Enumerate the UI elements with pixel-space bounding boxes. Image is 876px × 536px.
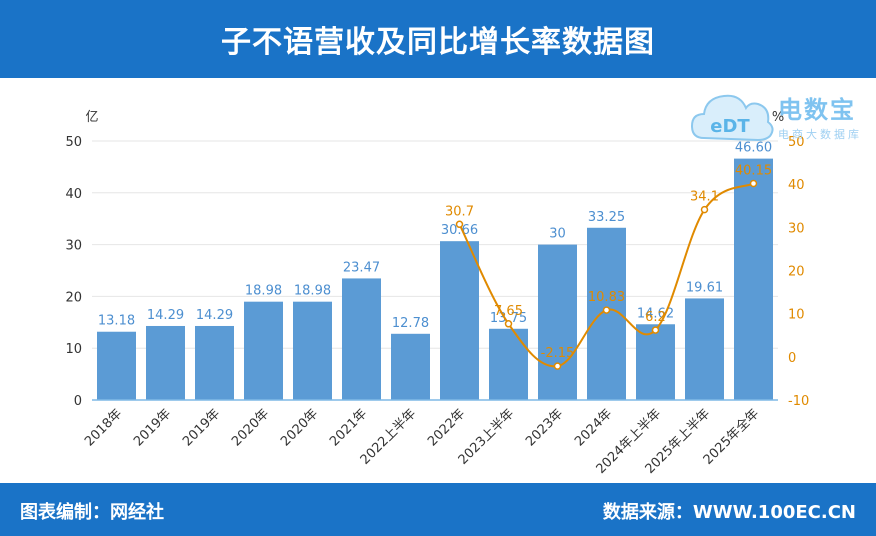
- x-tick-label: 2018年: [82, 406, 125, 449]
- x-tick-label: 2020年: [229, 406, 272, 449]
- bar-value-label: 13.75: [490, 311, 527, 326]
- bar: [195, 325, 234, 400]
- y-left-tick-label: 10: [65, 342, 82, 357]
- bar: [146, 325, 185, 400]
- bar: [97, 331, 136, 400]
- line-series: 30.7 7.65 -2.15 10.83 6.2 34.1 40.15: [445, 164, 772, 370]
- y-left-tick-label: 20: [65, 290, 82, 305]
- y-right-tick-label: -10: [788, 394, 809, 409]
- page-title: 子不语营收及同比增长率数据图: [221, 25, 655, 60]
- logo-subtitle: 电商大数据库: [778, 128, 862, 141]
- growth-point: [700, 205, 709, 214]
- bar: [440, 241, 479, 400]
- bar: [636, 324, 675, 400]
- bar-value-label: 30: [549, 227, 566, 242]
- bar: [244, 301, 283, 400]
- bar: [685, 298, 724, 400]
- y-left-tick-label: 30: [65, 239, 82, 254]
- y-right-tick-label: 40: [788, 178, 805, 193]
- bar: [391, 333, 430, 400]
- bar-series: 13.18 14.29 14.29 18.98 18.98 23.47 12.78 30.66…: [97, 141, 773, 400]
- bar-value-label: 19.61: [686, 280, 723, 295]
- chart-credit: 图表编制：网经社: [20, 502, 164, 523]
- y-right-tick-label: 30: [788, 221, 805, 236]
- bar-value-label: 46.60: [735, 141, 772, 156]
- growth-point: [455, 220, 464, 229]
- data-source: 数据来源：WWW.100EC.CN: [602, 502, 856, 523]
- y-right-tick-label: 0: [788, 351, 796, 366]
- bar: [342, 278, 381, 400]
- y-left-axis-unit: 亿: [85, 110, 98, 125]
- growth-point: [651, 326, 660, 334]
- x-tick-label: 2023年: [523, 406, 566, 449]
- growth-point: [553, 362, 562, 370]
- x-tick-label: 2020年: [278, 406, 321, 449]
- bar-value-label: 12.78: [392, 316, 429, 331]
- revenue-chart: 13.18 14.29 14.29 18.98 18.98 23.47 12.78 30.66…: [65, 110, 809, 477]
- bar-value-label: 13.18: [98, 314, 135, 329]
- x-tick-label: 2019年: [131, 406, 174, 449]
- logo-watermark: eDT 电数宝 电商大数据库: [690, 84, 870, 146]
- growth-value-label: 34.1: [690, 190, 719, 205]
- footer-bar: 图表编制：网经社 数据来源：WWW.100EC.CN: [0, 483, 876, 536]
- cloud-icon: eDT: [690, 94, 774, 142]
- bar: [538, 244, 577, 400]
- y-left-tick-label: 40: [65, 187, 82, 202]
- x-tick-label: 2024年: [572, 406, 615, 449]
- logo-icon-text: eDT: [710, 116, 750, 137]
- y-left-tick-label: 0: [74, 394, 82, 409]
- bar-value-label: 18.98: [245, 284, 282, 299]
- growth-point: [504, 320, 513, 328]
- bar: [734, 158, 773, 400]
- bar-value-label: 14.29: [147, 308, 184, 323]
- growth-value-label: 7.65: [494, 304, 523, 319]
- growth-value-label: 40.15: [735, 164, 772, 179]
- growth-point: [602, 306, 611, 314]
- y-left-tick-label: 50: [65, 135, 82, 150]
- y-right-tick-label: 10: [788, 308, 805, 323]
- growth-value-label: 10.83: [588, 290, 625, 305]
- growth-point: [749, 179, 758, 188]
- y-right-tick-label: 50: [788, 135, 805, 150]
- bar-value-label: 14.29: [196, 308, 233, 323]
- logo-name: 电数宝: [778, 96, 856, 124]
- bar-value-label: 14.62: [637, 306, 674, 321]
- header-bar: 子不语营收及同比增长率数据图: [0, 0, 876, 78]
- bar-value-label: 33.25: [588, 210, 625, 225]
- x-tick-label: 2021年: [327, 406, 370, 449]
- y-right-tick-label: 20: [788, 265, 805, 280]
- bar-value-label: 23.47: [343, 260, 380, 275]
- bar-value-label: 30.66: [441, 223, 478, 238]
- gridlines: [92, 140, 778, 401]
- growth-value-label: 6.2: [645, 310, 666, 325]
- x-tick-label: 2022年: [425, 406, 468, 449]
- y-right-axis-unit: %: [772, 110, 784, 125]
- x-tick-label: 2019年: [180, 406, 223, 449]
- bar-value-label: 18.98: [294, 284, 331, 299]
- bar: [293, 301, 332, 400]
- growth-value-label: -2.15: [541, 346, 575, 361]
- bar: [489, 328, 528, 400]
- growth-value-label: 30.7: [445, 204, 474, 219]
